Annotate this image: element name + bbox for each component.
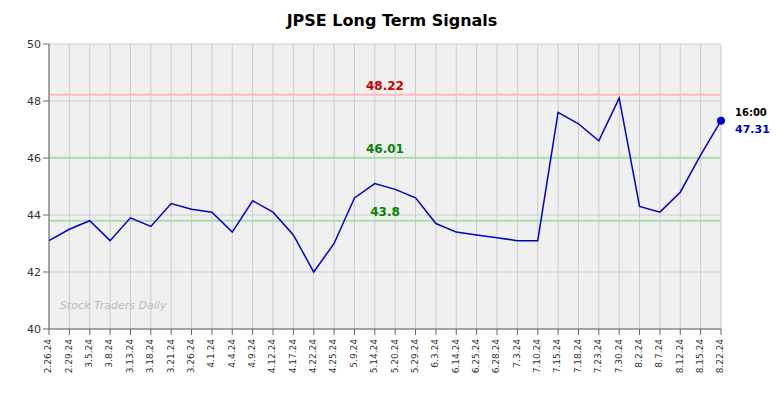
svg-text:46.01: 46.01	[366, 142, 404, 156]
svg-text:3.8.24: 3.8.24	[104, 339, 114, 368]
svg-text:47.31: 47.31	[735, 123, 770, 136]
svg-text:44: 44	[27, 209, 41, 222]
svg-text:6.28.24: 6.28.24	[491, 339, 501, 374]
html-text:JPSE Long Term Signals: JPSE Long Term Signals	[286, 11, 498, 30]
svg-text:5.9.24: 5.9.24	[349, 339, 359, 368]
svg-text:7.10.24: 7.10.24	[532, 339, 542, 374]
svg-text:8.2.24: 8.2.24	[634, 339, 644, 368]
svg-text:4.4.24: 4.4.24	[227, 339, 237, 368]
html-text:Stock Traders Daily: Stock Traders Daily	[60, 299, 167, 312]
svg-text:48: 48	[27, 95, 41, 108]
svg-text:3.5.24: 3.5.24	[84, 339, 94, 368]
svg-text:7.3.24: 7.3.24	[512, 339, 522, 368]
svg-text:5.14.24: 5.14.24	[369, 339, 379, 374]
svg-text:43.8: 43.8	[370, 205, 400, 219]
svg-text:8.22.24: 8.22.24	[715, 339, 725, 374]
svg-text:5.20.24: 5.20.24	[390, 339, 400, 374]
svg-text:8.15.24: 8.15.24	[695, 339, 705, 374]
svg-text:3.13.24: 3.13.24	[125, 339, 135, 374]
svg-text:50: 50	[27, 38, 41, 51]
svg-text:4.12.24: 4.12.24	[267, 339, 277, 374]
svg-text:3.26.24: 3.26.24	[186, 339, 196, 374]
svg-text:7.30.24: 7.30.24	[614, 339, 624, 374]
svg-text:3.18.24: 3.18.24	[145, 339, 155, 374]
svg-text:16:00: 16:00	[735, 107, 767, 118]
svg-text:42: 42	[27, 266, 41, 279]
svg-text:4.1.24: 4.1.24	[206, 339, 216, 368]
svg-text:5.29.24: 5.29.24	[410, 339, 420, 374]
svg-text:8.12.24: 8.12.24	[675, 339, 685, 374]
svg-text:2.26.24: 2.26.24	[43, 339, 53, 374]
svg-text:48.22: 48.22	[366, 79, 404, 93]
svg-text:6.25.24: 6.25.24	[471, 339, 481, 374]
svg-text:3.21.24: 3.21.24	[166, 339, 176, 374]
svg-text:7.18.24: 7.18.24	[573, 339, 583, 374]
svg-text:4.17.24: 4.17.24	[288, 339, 298, 374]
svg-text:4.9.24: 4.9.24	[247, 339, 257, 368]
svg-text:40: 40	[27, 323, 41, 336]
svg-text:6.14.24: 6.14.24	[451, 339, 461, 374]
svg-text:8.7.24: 8.7.24	[654, 339, 664, 368]
svg-text:6.3.24: 6.3.24	[430, 339, 440, 368]
svg-text:4.22.24: 4.22.24	[308, 339, 318, 374]
svg-text:7.15.24: 7.15.24	[552, 339, 562, 374]
svg-text:46: 46	[27, 152, 41, 165]
svg-text:7.23.24: 7.23.24	[593, 339, 603, 374]
svg-text:4.25.24: 4.25.24	[328, 339, 338, 374]
svg-text:2.29.24: 2.29.24	[64, 339, 74, 374]
